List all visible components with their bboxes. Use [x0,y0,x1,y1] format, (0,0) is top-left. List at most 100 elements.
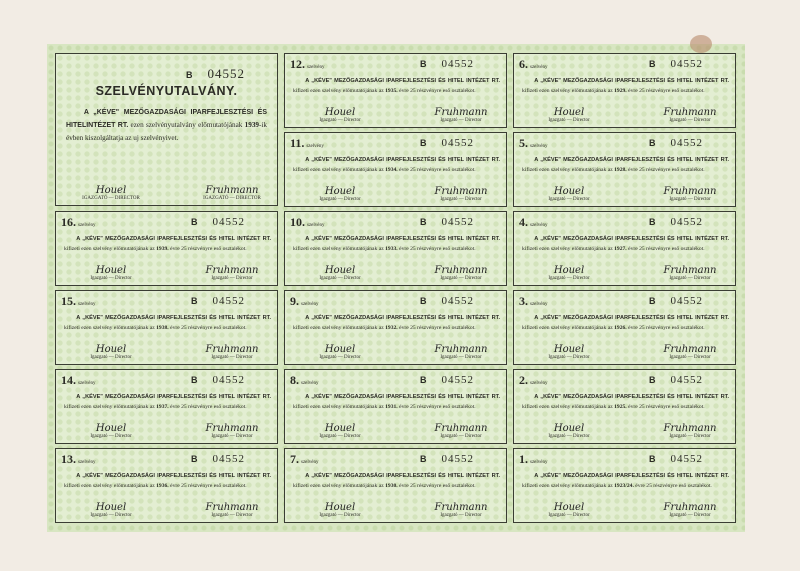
coupon-word: szelvény [530,460,548,465]
coupon-text-b: évre 25 részvényre eső osztalékot. [628,246,705,252]
coupon-text: A „KÉVE" MEZŐGAZDASÁGI IPARFEJLESZTÉSI É… [293,313,500,333]
signature-label: Igazgató — Director [90,355,132,360]
coupon-word: szelvény [530,144,548,149]
coupon-text-b: évre 25 részvényre eső osztalékot. [399,483,476,489]
coupon-number-value: 3. [519,294,528,308]
serial-value: 04552 [441,216,474,228]
coupon-text-b: évre 25 részvényre eső osztalékot. [399,88,476,94]
signature-image: Fruhmann [205,185,259,196]
signature-label: Igazgató — Director [669,513,711,518]
coupon: 3. szelvény B 04552 A „KÉVE" MEZŐGAZDASÁGI… [513,290,736,365]
signature-right: Fruhmann Igazgató — Director [426,502,496,518]
signature-label: Igazgató — Director [90,276,132,281]
signature-image: Houel [95,344,127,355]
signature-left: Houel Igazgató — Director [534,107,604,123]
coupon-number: 15. szelvény [61,294,96,309]
serial-value: 04552 [670,216,703,228]
serial-value: 04552 [441,374,474,386]
signature-right: Fruhmann Igazgató — Director [426,265,496,281]
signature-image: Fruhmann [663,265,717,276]
signature-image: Houel [95,265,127,276]
coupon-text: A „KÉVE" MEZŐGAZDASÁGI IPARFEJLESZTÉSI É… [293,392,500,412]
serial-number: B 04552 [420,58,474,70]
signature-right: Fruhmann IGAZGATÓ — DIRECTOR [197,185,267,201]
serial-value: 04552 [212,216,245,228]
coupon-text: A „KÉVE" MEZŐGAZDASÁGI IPARFEJLESZTÉSI É… [522,471,729,491]
series-letter: B [186,70,194,80]
coupon-number-value: 11. [290,136,305,150]
coupon-company: A „KÉVE" MEZŐGAZDASÁGI IPARFEJLESZTÉSI É… [76,473,272,479]
signature-image: Fruhmann [434,186,488,197]
coupon-text-a: kifizeti ezen szelvény előmutatójának az [522,404,613,410]
coupon-text-a: kifizeti ezen szelvény előmutatójának az [293,88,384,94]
coupon-number: 14. szelvény [61,373,96,388]
signature-image: Fruhmann [663,344,717,355]
coupon: 11. szelvény B 04552 A „KÉVE" MEZŐGAZDASÁG… [284,132,507,207]
coupon-number: 7. szelvény [290,452,319,467]
coupon-text-a: kifizeti ezen szelvény előmutatójának az [64,404,155,410]
coupon-text: A „KÉVE" MEZŐGAZDASÁGI IPARFEJLESZTÉSI É… [64,313,271,333]
serial-number: B 04552 [649,453,703,465]
serial-number: B 04552 [420,137,474,149]
coupon: 4. szelvény B 04552 A „KÉVE" MEZŐGAZDASÁGI… [513,211,736,286]
signature-left: Houel Igazgató — Director [534,186,604,202]
coupon-year: 1936. [156,483,169,489]
coupon: 2. szelvény B 04552 A „KÉVE" MEZŐGAZDASÁGI… [513,369,736,444]
serial-value: 04552 [670,295,703,307]
serial-number: B 04552 [649,295,703,307]
coupon-text: A „KÉVE" MEZŐGAZDASÁGI IPARFEJLESZTÉSI É… [293,234,500,254]
coupon-number: 4. szelvény [519,215,548,230]
coupon-year: 1925. [614,404,627,410]
coupon-text: A „KÉVE" MEZŐGAZDASÁGI IPARFEJLESZTÉSI É… [293,471,500,491]
coupon-text-a: kifizeti ezen szelvény előmutatójának az [293,483,384,489]
coupon-text: A „KÉVE" MEZŐGAZDASÁGI IPARFEJLESZTÉSI É… [522,392,729,412]
signature-label: Igazgató — Director [319,434,361,439]
signature-left: Houel Igazgató — Director [76,423,146,439]
coupon-year: 1937. [156,404,169,410]
coupon-number-value: 4. [519,215,528,229]
coupon-year: 1923/24. [614,483,634,489]
signature-right: Fruhmann Igazgató — Director [655,107,725,123]
talon-text: A „KÉVE" MEZŐGAZDASÁGI IPARFEJLESZTÉSI É… [66,106,267,145]
signature-left: Houel Igazgató — Director [305,423,375,439]
coupon-text-b: évre 25 részvényre eső osztalékot. [170,325,247,331]
coupon-company: A „KÉVE" MEZŐGAZDASÁGI IPARFEJLESZTÉSI É… [305,157,501,163]
signature-left: Houel Igazgató — Director [305,344,375,360]
coupon: 16. szelvény B 04552 A „KÉVE" MEZŐGAZDASÁG… [55,211,278,286]
series-letter: B [649,454,657,464]
coupon-text-b: évre 25 részvényre eső osztalékot. [399,167,476,173]
talon-coupon: B 04552 SZELVÉNYUTALVÁNY. A „KÉVE" MEZŐGA… [55,53,278,206]
coupon: 14. szelvény B 04552 A „KÉVE" MEZŐGAZDASÁG… [55,369,278,444]
coupon-year: 1933. [385,246,398,252]
signature-left: Houel Igazgató — Director [534,265,604,281]
signature-label: Igazgató — Director [548,434,590,439]
coupon-word: szelvény [301,460,319,465]
coupon-text-b: évre 25 részvényre eső osztalékot. [170,483,247,489]
coupon: 6. szelvény B 04552 A „KÉVE" MEZŐGAZDASÁGI… [513,53,736,128]
serial-number: B 04552 [420,295,474,307]
coupon-number: 5. szelvény [519,136,548,151]
serial-value: 04552 [441,58,474,70]
serial-number: B 04552 [649,58,703,70]
signature-right: Fruhmann Igazgató — Director [655,265,725,281]
series-letter: B [649,375,657,385]
coupon-company: A „KÉVE" MEZŐGAZDASÁGI IPARFEJLESZTÉSI É… [305,78,501,84]
coupon-number-value: 10. [290,215,305,229]
signature-label: Igazgató — Director [440,276,482,281]
signature-right: Fruhmann Igazgató — Director [655,423,725,439]
serial-value: 04552 [441,137,474,149]
coupon: 10. szelvény B 04552 A „KÉVE" MEZŐGAZDASÁG… [284,211,507,286]
series-letter: B [649,138,657,148]
coupon-text-b: évre 25 részvényre eső osztalékot. [628,88,705,94]
signature-label: Igazgató — Director [319,276,361,281]
signature-image: Houel [553,265,585,276]
coupon-text-a: kifizeti ezen szelvény előmutatójának az [293,246,384,252]
talon-text-suffix: -ik évben kiszolgáltatja az uj szelvényi… [66,121,267,142]
coupon-company: A „KÉVE" MEZŐGAZDASÁGI IPARFEJLESZTÉSI É… [534,157,730,163]
signature-label: Igazgató — Director [319,118,361,123]
signature-right: Fruhmann Igazgató — Director [426,423,496,439]
coupon-company: A „KÉVE" MEZŐGAZDASÁGI IPARFEJLESZTÉSI É… [305,315,501,321]
signature-image: Fruhmann [663,107,717,118]
serial-value: 04552 [441,295,474,307]
serial-number: B 04552 [191,216,245,228]
